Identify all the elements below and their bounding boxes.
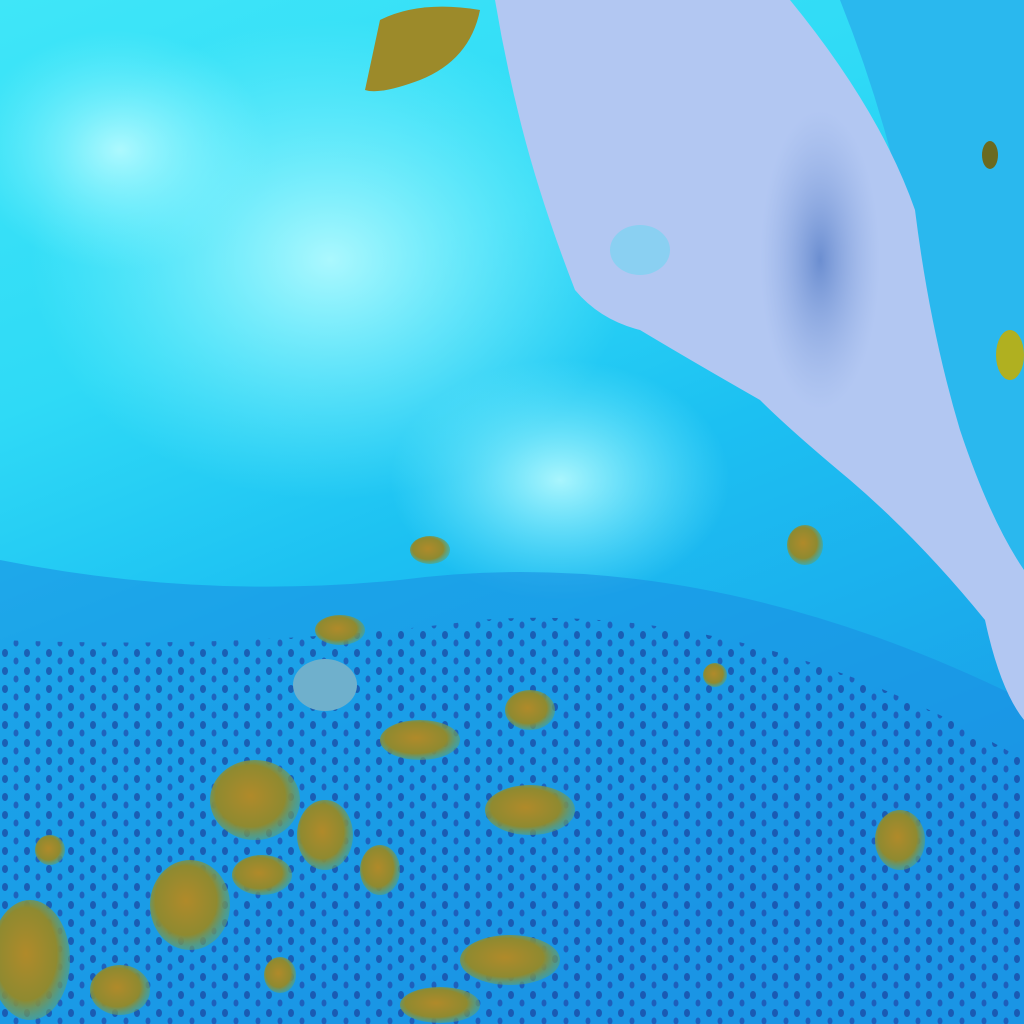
highland [787, 525, 823, 565]
highland [703, 663, 727, 687]
highland [360, 845, 400, 895]
red-sea [495, 0, 1024, 720]
highland [485, 785, 575, 835]
islands [610, 225, 670, 275]
cloud [760, 110, 880, 410]
highland [35, 835, 65, 865]
highland [410, 536, 450, 564]
highland [982, 141, 998, 169]
highland [264, 957, 296, 993]
highland [400, 987, 480, 1023]
highland [315, 615, 365, 645]
lake [293, 659, 357, 711]
highland [875, 810, 925, 870]
highland [150, 860, 230, 950]
highland [505, 690, 555, 730]
highland [0, 900, 70, 1020]
highland [297, 800, 353, 870]
highland [90, 965, 150, 1015]
highland [210, 760, 300, 840]
highland [365, 6, 480, 92]
highland [232, 855, 292, 895]
highland [460, 935, 560, 985]
highland [380, 720, 460, 760]
bright-desert [0, 30, 270, 270]
highland [996, 330, 1024, 380]
highlands-south [0, 525, 925, 1023]
bright-desert [390, 360, 730, 600]
